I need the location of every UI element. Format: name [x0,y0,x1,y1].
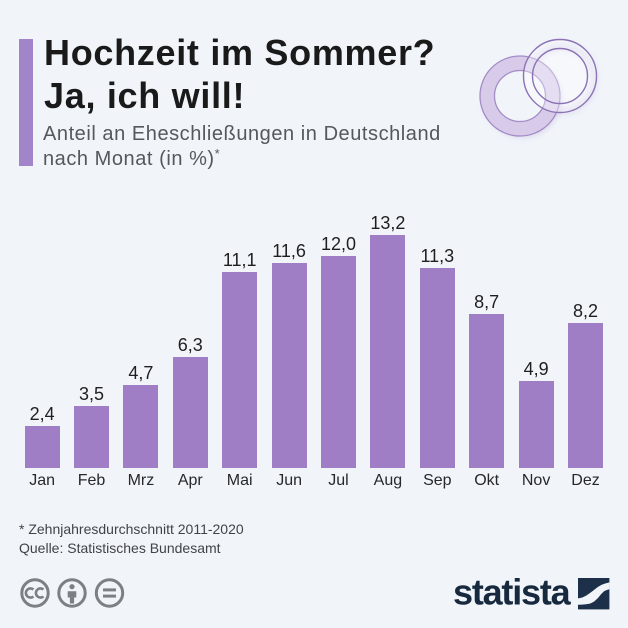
svg-text:statista: statista [453,572,572,613]
